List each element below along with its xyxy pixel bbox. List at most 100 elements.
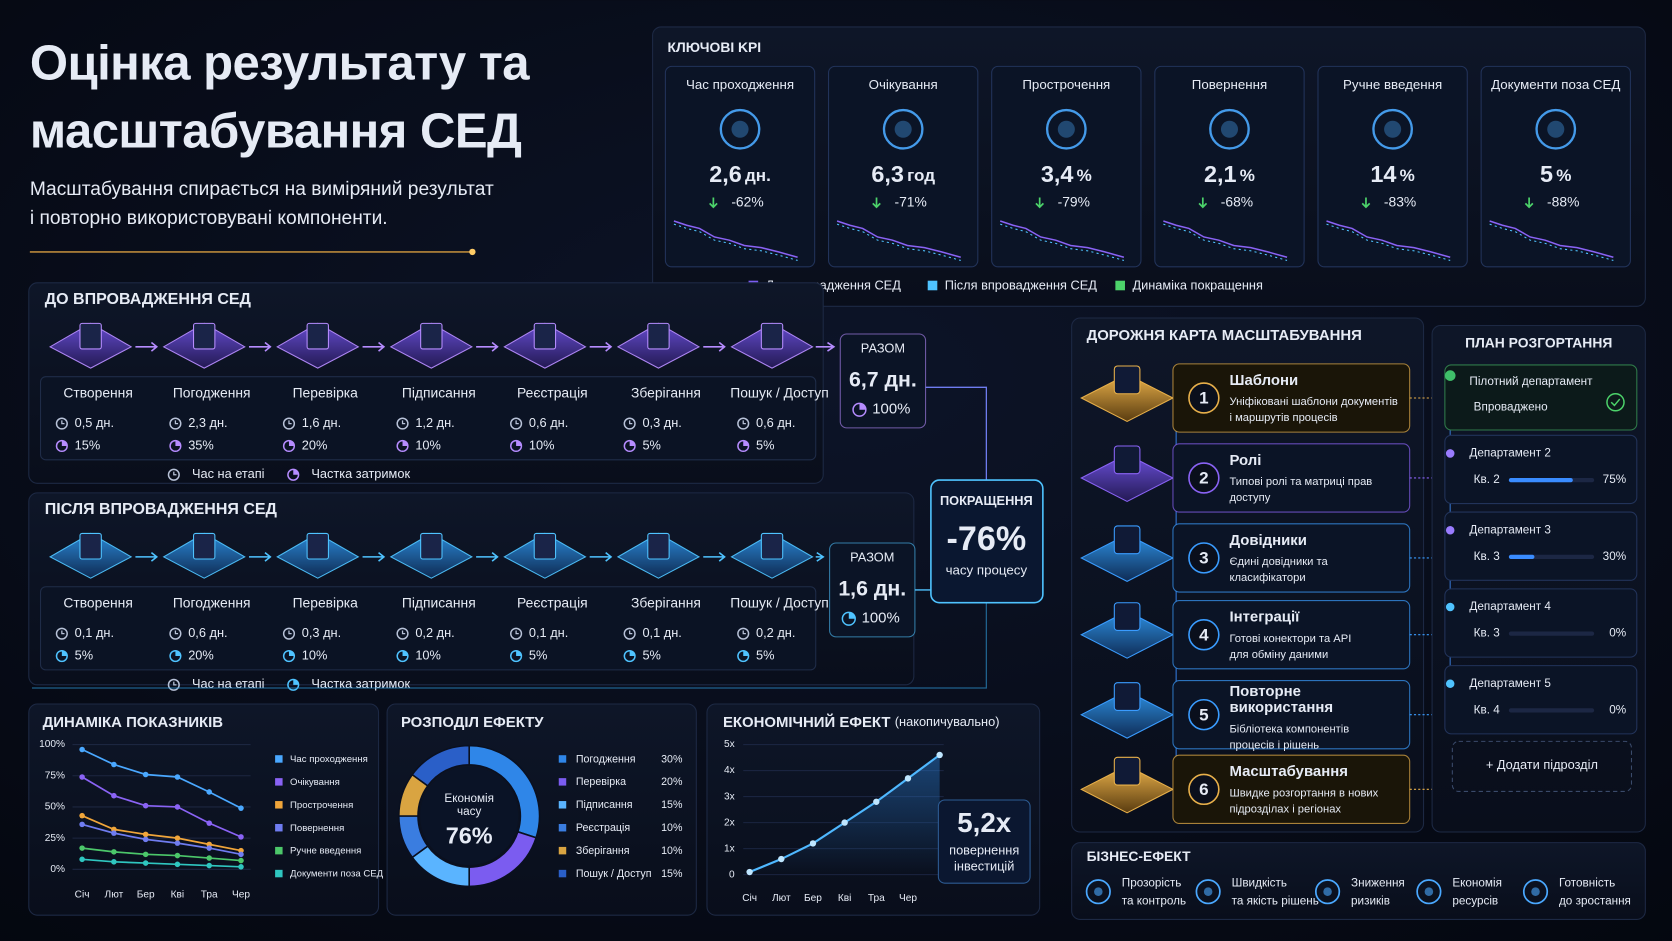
stage-name: Створення	[63, 384, 133, 400]
x-tick-label: Бер	[804, 893, 822, 904]
kpi-unit: %	[1556, 166, 1571, 185]
stage-time: 0,2 дн.	[756, 625, 795, 640]
stage-glyph	[760, 322, 784, 350]
y-tick-label: 50%	[45, 802, 65, 813]
donut-label: часу	[457, 805, 481, 818]
roadmap-number: 2	[1199, 469, 1208, 488]
stage-arrow	[362, 551, 386, 562]
clock-icon	[737, 627, 750, 640]
department-quarter: Кв. 3	[1474, 550, 1500, 563]
roadmap-desc: підрозділах і регіонах	[1229, 804, 1341, 816]
stage-name: Підписання	[402, 384, 476, 400]
chart-title: ДИНАМІКА ПОКАЗНИКІВ	[43, 714, 224, 731]
business-label: Прозорість	[1122, 876, 1182, 889]
clock-icon	[623, 417, 636, 430]
series-line	[81, 748, 242, 809]
connector	[31, 602, 987, 689]
roadmap-title: Ролі	[1229, 452, 1261, 469]
legend-label: Зберігання	[576, 845, 630, 857]
stage-name: Пошук / Доступ	[730, 384, 828, 400]
stage-share: 5%	[756, 437, 774, 452]
series-line	[81, 776, 242, 838]
down-arrow	[1524, 197, 1534, 209]
department-box	[1444, 511, 1638, 581]
donut-center	[420, 766, 519, 866]
legend-swatch	[558, 869, 567, 878]
roadmap-desc: процесів і рішень	[1229, 740, 1319, 752]
stage-share: 20%	[302, 437, 328, 452]
clock-hand	[288, 420, 292, 425]
section-title: ПІСЛЯ ВПРОВАДЖЕННЯ СЕД	[45, 501, 278, 518]
legend-label: Підписання	[576, 799, 633, 811]
x-tick-label: Тра	[201, 890, 218, 901]
clock-hand	[629, 420, 633, 425]
progress-bar	[1508, 554, 1535, 560]
title: Оцінка результату та	[30, 36, 530, 90]
kpi-number: 3,4	[1041, 161, 1074, 187]
roadmap-desc: Єдині довідники та	[1229, 556, 1328, 568]
x-tick-label: Січ	[742, 893, 757, 904]
kpi-number: 6,3	[871, 161, 904, 187]
series-point	[111, 792, 117, 799]
department-dot	[1445, 602, 1455, 612]
stage-glyph	[306, 322, 329, 350]
stage-name: Зберігання	[631, 594, 701, 610]
title: масштабування СЕД	[30, 105, 522, 159]
kpi-card	[991, 65, 1142, 268]
divider-dot	[469, 248, 476, 256]
stage-time: 0,1 дн.	[75, 625, 114, 640]
kpi-number: 5	[1540, 161, 1553, 187]
roadmap-desc: і маршрутів процесів	[1229, 412, 1337, 424]
sparkline-after	[1163, 223, 1288, 261]
donut-segment	[411, 744, 470, 788]
stage-time: 0,3 дн.	[302, 625, 341, 640]
stage-table	[39, 376, 817, 461]
pie-slice	[629, 440, 635, 446]
roadmap-desc: класифікатори	[1229, 572, 1305, 584]
stage-time: 0,2 дн.	[415, 625, 454, 640]
series-point	[142, 851, 149, 858]
clock-hand	[742, 630, 746, 635]
legend-swatch	[558, 755, 567, 763]
roadmap-title: Інтеграції	[1229, 609, 1300, 626]
roadmap-title: Повторне	[1229, 683, 1300, 700]
roadmap-number: 3	[1199, 549, 1208, 568]
series-point	[238, 864, 244, 870]
x-tick-label: Бер	[137, 890, 155, 901]
clock-icon	[169, 627, 182, 640]
kpi-icon	[1045, 108, 1087, 150]
sparkline-after	[1489, 223, 1614, 261]
business-label: ресурсів	[1452, 894, 1498, 907]
improvement-caption: часу процесу	[946, 562, 1028, 577]
total-value: 6,7 дн.	[849, 368, 917, 392]
stage-arrow	[248, 341, 272, 352]
progress-track	[1508, 708, 1595, 713]
legend-value: 15%	[661, 799, 683, 811]
series-point	[111, 849, 117, 855]
stage-glyph	[760, 532, 784, 560]
add-button[interactable]	[1451, 740, 1633, 792]
stage-share: 10%	[529, 437, 555, 452]
clock-hand	[742, 420, 746, 425]
legend-swatch	[275, 869, 283, 878]
department-box	[1444, 588, 1638, 658]
roadmap-number-circle	[1188, 698, 1220, 731]
series-point	[936, 751, 943, 759]
legend-value: 30%	[661, 753, 683, 765]
stage-glyph	[533, 532, 557, 560]
kpi-label: Ручне введення	[1343, 77, 1442, 92]
stage-arrow	[476, 551, 499, 562]
legend-value: 15%	[661, 868, 683, 880]
roadmap-tile	[1080, 533, 1175, 582]
series-point	[111, 830, 117, 836]
pilot-dot	[1444, 370, 1456, 381]
roadmap-title: Масштабування	[1229, 763, 1347, 780]
pie-slice	[402, 440, 408, 446]
series-point	[206, 789, 212, 795]
stage-table	[39, 586, 817, 671]
roadmap-tile	[1080, 610, 1175, 659]
kpi-value: 14%	[1370, 161, 1414, 187]
stage-arrow	[589, 551, 613, 562]
pie-slice	[175, 440, 181, 446]
business-icon	[1085, 879, 1111, 905]
